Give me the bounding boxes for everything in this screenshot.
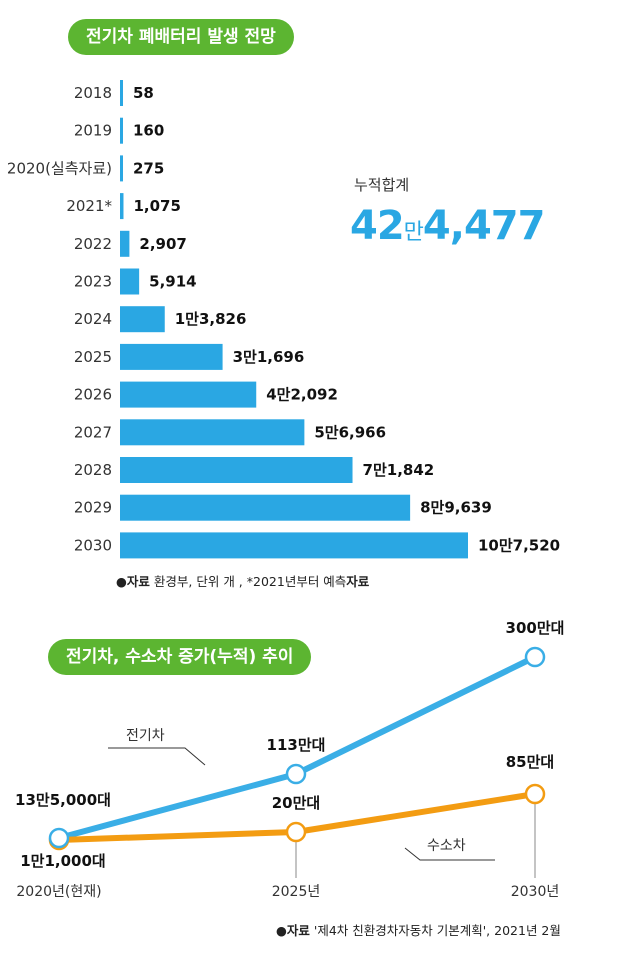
bar-category-label: 2025 (74, 348, 112, 366)
bar-category-label: 2020(실측자료) (7, 159, 112, 177)
bar (120, 80, 123, 106)
bar (120, 419, 305, 446)
source1-text: 환경부, 단위 개 , *2021년부터 예측 (149, 574, 347, 589)
bar (120, 230, 130, 257)
bar-value-label: 7만1,842 (363, 461, 435, 479)
bar-category-label: 2021* (66, 197, 112, 215)
bar-category-label: 2030 (74, 536, 112, 554)
bar-value-label: 4만2,092 (266, 386, 338, 404)
bar-value-label: 8만9,639 (420, 499, 492, 517)
bar-value-label: 2,907 (139, 235, 186, 253)
bar (120, 268, 140, 295)
bar-category-label: 2029 (74, 499, 112, 517)
bar (120, 117, 123, 144)
bar-category-label: 2024 (74, 310, 112, 328)
h2-value-label: 20만대 (272, 794, 320, 812)
source1-label2: 자료 (346, 574, 370, 589)
h2-value-label: 85만대 (506, 753, 554, 771)
h2-callout-line (404, 847, 495, 861)
ev-callout-line (108, 747, 206, 766)
source2-text: '제4차 친환경차자동차 기본계획', 2021년 2월 (309, 923, 561, 938)
bar (120, 306, 165, 333)
chart2-title: 전기차, 수소차 증가(누적) 추이 (48, 639, 312, 675)
chart1-title: 전기차 폐배터리 발생 전망 (68, 19, 294, 55)
bar-category-label: 2018 (74, 84, 112, 102)
ev-value-label: 113만대 (267, 736, 326, 754)
bar-category-label: 2026 (74, 386, 112, 404)
bar-value-label: 1,075 (133, 197, 180, 215)
bar-value-label: 5,914 (149, 273, 196, 291)
bar-value-label: 1만3,826 (175, 310, 247, 328)
ev-series-name: 전기차 (126, 728, 165, 744)
ev-value-label: 300만대 (506, 619, 565, 637)
bar-category-label: 2027 (74, 423, 112, 441)
bar (120, 532, 468, 559)
ev-point (48, 827, 70, 849)
chart1-source: ●자료 환경부, 단위 개 , *2021년부터 예측자료 (116, 574, 370, 589)
bar (120, 193, 124, 220)
battery-bar-chart: 2018 58 2019 160 2020(실측자료) 275 2021* 1,075 2022… (7, 80, 560, 559)
ev-point (285, 763, 307, 785)
bar-value-label: 10만7,520 (478, 536, 560, 554)
x-tick-label: 2030년 (511, 884, 560, 900)
x-tick-label: 2020년(현재) (16, 884, 101, 900)
h2-value-label: 1만1,000대 (20, 852, 105, 870)
bar-value-label: 58 (133, 84, 154, 102)
bar-value-label: 3만1,696 (233, 348, 305, 366)
bar-value-label: 160 (133, 122, 164, 140)
bar-value-label: 5만6,966 (314, 423, 386, 441)
bar (120, 381, 257, 408)
source2-label: 자료 (286, 923, 310, 938)
total-caption: 누적합계 (354, 176, 410, 194)
source1-label: 자료 (126, 574, 150, 589)
h2-series-name: 수소차 (427, 838, 466, 854)
bar-category-label: 2023 (74, 273, 112, 291)
total-minor: 4,477 (422, 203, 546, 249)
bar (120, 457, 353, 483)
bar (120, 343, 223, 370)
h2-point (285, 821, 307, 843)
chart2-source: ●자료 '제4차 친환경차자동차 기본계획', 2021년 2월 (276, 923, 561, 938)
ev-point (524, 646, 546, 668)
bar-category-label: 2028 (74, 461, 112, 479)
x-tick-label: 2025년 (272, 884, 321, 900)
ev-value-label: 13만5,000대 (15, 791, 111, 809)
bar-category-label: 2019 (74, 122, 112, 140)
bar-value-label: 275 (133, 159, 164, 177)
total-value: 42만4,477 (350, 203, 546, 249)
bar-category-label: 2022 (74, 235, 112, 253)
bar (120, 494, 411, 521)
total-unit: 만 (403, 220, 424, 245)
total-major: 42 (350, 203, 405, 249)
h2-point (524, 783, 546, 805)
bar (120, 155, 123, 182)
vehicle-line-chart: 13만5,000대 113만대 300만대 1만1,000대 20만대 85만대 전기차수소… (15, 619, 565, 900)
